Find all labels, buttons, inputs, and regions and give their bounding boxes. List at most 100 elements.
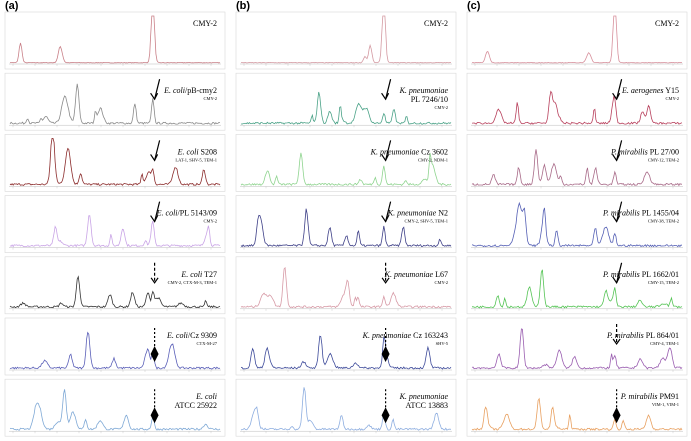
panel-frame xyxy=(235,195,457,253)
species-name: P. mirabilis xyxy=(620,392,658,401)
spectrum-trace xyxy=(471,149,682,187)
panel-label: P. mirabilis PL 27/00 xyxy=(610,147,679,156)
panel-frame xyxy=(466,72,688,131)
strain-name: T27 xyxy=(202,270,217,279)
panel-label: P. mirabilis PL 864/01 xyxy=(606,331,679,340)
panel-label: E. coli/PL 5143/09 xyxy=(156,209,217,218)
panel-column-label: (c) xyxy=(467,0,481,12)
strain-name: N2 xyxy=(436,209,448,218)
spectrum-trace xyxy=(471,328,683,370)
strain-name: PL 1455/04 xyxy=(640,209,679,218)
panel-label: E. coli S208 xyxy=(177,147,217,156)
arrow-head xyxy=(381,154,390,162)
panel-column-label: (b) xyxy=(236,0,250,12)
spectrum-trace xyxy=(240,387,452,431)
arrow-head xyxy=(612,338,621,346)
spectrum-trace xyxy=(9,331,221,370)
spectrum-trace xyxy=(240,15,452,64)
diamond-marker xyxy=(381,346,390,362)
arrow-head xyxy=(612,215,621,223)
arrow xyxy=(154,140,161,161)
panel-frame xyxy=(4,134,226,192)
enzyme-list: CMY-2, SHV-5, TEM-1 xyxy=(404,219,448,225)
strain-name: S208 xyxy=(199,147,217,156)
spectrum-trace xyxy=(9,15,221,64)
panel-label: K. pneumoniae Cz 163243 xyxy=(362,331,448,340)
strain-name: /pB-cmy2 xyxy=(185,86,217,95)
strain-name: CMY-2 xyxy=(193,19,217,28)
species-name: K. pneumoniae xyxy=(362,331,412,340)
panel-frame xyxy=(466,378,688,437)
species-name: K. pneumoniae xyxy=(387,209,437,218)
panel-label: P. mirabilis PL 1455/04 xyxy=(602,209,679,218)
arrow xyxy=(616,201,623,222)
spectrum-trace xyxy=(240,266,452,309)
species-name: E. coli xyxy=(163,86,185,95)
arrow xyxy=(616,140,623,161)
enzyme-list: CMY-38, TEM-2 xyxy=(648,219,679,225)
panel-frame xyxy=(466,134,688,192)
enzyme-list: CMY-15, TEM-2 xyxy=(648,280,679,286)
spectrum-trace xyxy=(471,15,683,64)
arrow xyxy=(385,201,392,222)
species-name: K. pneumoniae xyxy=(370,147,420,156)
spectrum-trace xyxy=(471,201,683,248)
panel-label: K. pneumoniae N2 xyxy=(387,209,448,218)
panel-label: E. aerogenes Y15 xyxy=(621,86,679,95)
strain-name: PL 1662/01 xyxy=(640,270,679,279)
panel-frame xyxy=(4,256,226,315)
species-name: K. pneumoniae xyxy=(399,392,449,401)
species-name: E. coli xyxy=(180,270,202,279)
panel-label: E. coli T27 xyxy=(180,270,217,279)
panel-label: E. coli/pB-cmy2 xyxy=(163,86,217,95)
spectrum-trace xyxy=(240,208,452,248)
species-name: E. coli xyxy=(177,147,199,156)
strain-name: ATCC 25922 xyxy=(175,401,217,410)
arrow xyxy=(385,140,392,161)
spectrum-panel: CMY-2 xyxy=(4,11,226,70)
species-name: E. aerogenes xyxy=(621,86,663,95)
panel-frame xyxy=(466,317,688,376)
species-name: P. mirabilis xyxy=(610,147,648,156)
panel-label: CMY-2 xyxy=(193,19,217,28)
spectrum-trace xyxy=(240,152,452,186)
species-name: E. coli xyxy=(166,331,188,340)
strain-name: PL 864/01 xyxy=(644,331,679,340)
enzyme-list: CTX-M-27 xyxy=(197,341,218,346)
panel-label: CMY-2 xyxy=(655,19,679,28)
panel-label: E. coli/Cz 9309 xyxy=(166,331,217,340)
panel-label: P. mirabilis PM91 xyxy=(620,392,679,401)
panel-frame xyxy=(4,195,226,253)
panel-label: K. pneumoniae xyxy=(399,86,449,95)
panel-frame xyxy=(4,317,226,376)
panel-label: CMY-2 xyxy=(424,19,448,28)
arrow-head xyxy=(612,276,621,284)
panel-label: K. pneumoniae xyxy=(399,392,449,401)
strain-name: /PL 5143/09 xyxy=(178,209,217,218)
panel-frame xyxy=(235,134,457,192)
strain-name: CMY-2 xyxy=(655,19,679,28)
species-name: P. mirabilis xyxy=(606,331,644,340)
diamond-marker xyxy=(612,407,621,424)
strain-name: Y15 xyxy=(664,86,679,95)
species-name: E. coli xyxy=(195,392,217,401)
panel-column-label: (a) xyxy=(5,0,19,12)
strain-name: Cz 163243 xyxy=(411,331,448,340)
strain-name: CMY-2 xyxy=(424,19,448,28)
enzyme-list: CMY-2 xyxy=(203,219,217,224)
strain-name: /Cz 9309 xyxy=(188,331,217,340)
panel-frame xyxy=(4,72,226,131)
